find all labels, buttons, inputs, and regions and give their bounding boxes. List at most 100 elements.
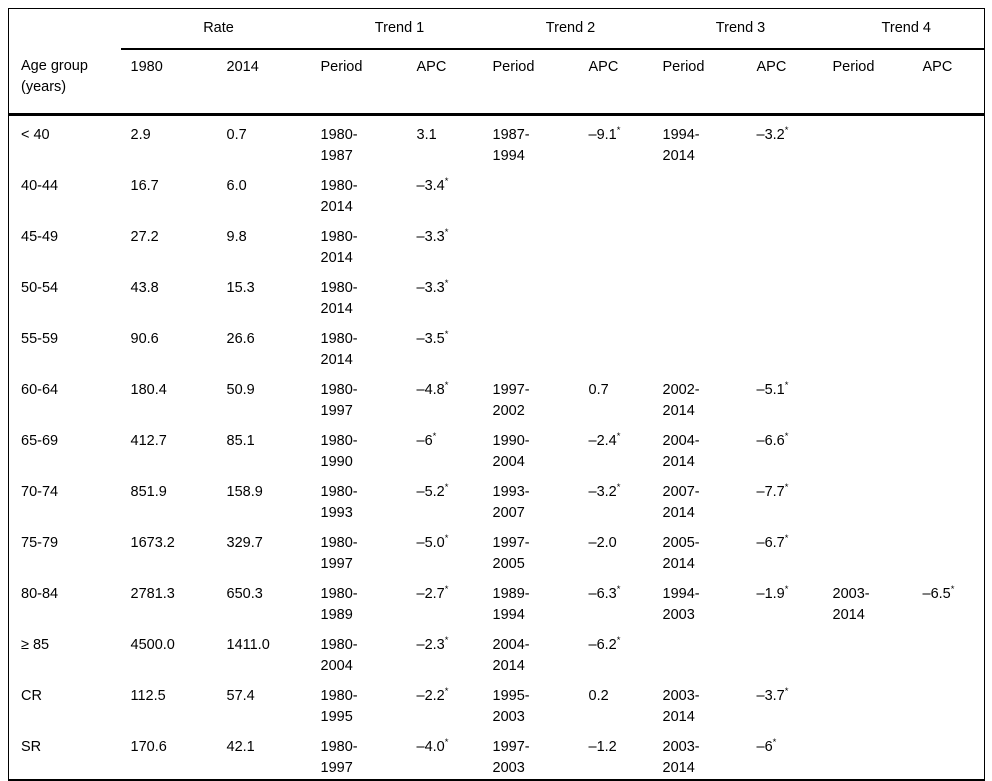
trend3-period-cell (653, 626, 747, 677)
rate-1980-cell: 180.4 (130, 382, 167, 399)
trend1-apc-cell: –2.2* (407, 677, 483, 728)
apc-value: 3.1 (416, 127, 437, 144)
table-row: 45-49 27.2 9.8 1980- 2014 –3.3* (9, 218, 985, 269)
trend1-apc-cell: –2.7* (407, 575, 483, 626)
trend4-period-cell (823, 269, 913, 320)
table-row: 60-64 180.4 50.9 1980- 1997 –4.8* 1997- … (9, 371, 985, 422)
trend2-period-cell (483, 167, 579, 218)
trend2-period-cell: 1987- 1994 (492, 127, 530, 165)
group-header-trend2: Trend 2 (482, 8, 653, 51)
trend1-period-cell: 1980- 1997 (320, 535, 358, 573)
apc-value: –3.2 (588, 484, 617, 501)
trend4-period-cell (823, 218, 913, 269)
rate-1980-cell: 16.7 (130, 178, 159, 195)
age-group-cell: 80-84 (21, 586, 59, 603)
column-header-trend2-apc: APC (578, 49, 653, 117)
trend4-apc-cell: –6.5* (913, 575, 985, 626)
trend2-period-cell: 1990- 2004 (492, 433, 530, 471)
rate-1980-cell: 412.7 (130, 433, 167, 450)
column-header-trend2-period: Period (482, 49, 579, 117)
rate-2014-cell: 9.8 (226, 229, 247, 246)
group-header-trend4: Trend 4 (822, 8, 985, 51)
trend2-period-cell (483, 218, 579, 269)
trend1-apc-cell: –5.0* (407, 524, 483, 575)
apc-value: –4.0 (416, 739, 445, 756)
trend3-period-cell: 2003- 2014 (662, 688, 700, 726)
significance-asterisk: * (444, 635, 449, 647)
trend2-apc-cell: –2.4* (579, 422, 653, 473)
trend1-apc-cell: –6* (407, 422, 483, 473)
group-header-rate: Rate (120, 8, 311, 51)
trend3-apc-cell: –3.2* (747, 115, 823, 168)
trend3-period-cell (653, 218, 747, 269)
trend2-period-cell: 1997- 2005 (492, 535, 530, 573)
apc-value: –6 (756, 739, 773, 756)
trend4-period-cell (823, 626, 913, 677)
trend3-period-cell: 2004- 2014 (662, 433, 700, 471)
trend2-apc-cell: 0.7 (579, 371, 653, 422)
document-page: Rate Trend 1 Trend 2 Trend 3 Trend 4 Age… (8, 8, 986, 781)
apc-value: –5.0 (416, 535, 445, 552)
table-row: 70-74 851.9 158.9 1980- 1993 –5.2* 1993-… (9, 473, 985, 524)
table-row: 65-69 412.7 85.1 1980- 1990 –6* 1990- 20… (9, 422, 985, 473)
significance-asterisk: * (444, 380, 449, 392)
trend4-period-cell (823, 524, 913, 575)
column-header-trend1-period: Period (310, 49, 407, 117)
age-group-cell: 75-79 (21, 535, 59, 552)
trend4-apc-cell (913, 269, 985, 320)
trend1-period-cell: 1980- 1995 (320, 688, 358, 726)
significance-asterisk: * (784, 125, 789, 137)
trend3-apc-cell: –1.9* (747, 575, 823, 626)
trend4-period-cell (823, 422, 913, 473)
apc-value: –2.2 (416, 688, 445, 705)
trend3-apc-cell: –5.1* (747, 371, 823, 422)
trend3-period-cell: 1994- 2003 (662, 586, 700, 624)
apc-trends-table: Rate Trend 1 Trend 2 Trend 3 Trend 4 Age… (8, 8, 986, 781)
rate-1980-cell: 2781.3 (130, 586, 175, 603)
group-header-trend3: Trend 3 (652, 8, 823, 51)
significance-asterisk: * (444, 278, 449, 290)
trend3-apc-cell (747, 626, 823, 677)
apc-value: –3.2 (756, 127, 785, 144)
significance-asterisk: * (432, 431, 437, 443)
apc-value: –3.7 (756, 688, 785, 705)
significance-asterisk: * (444, 176, 449, 188)
apc-value: –3.5 (416, 331, 445, 348)
trend4-period-cell (823, 167, 913, 218)
trend2-apc-cell: 0.2 (579, 677, 653, 728)
trend4-apc-cell (913, 218, 985, 269)
trend4-apc-cell (913, 626, 985, 677)
significance-asterisk: * (772, 737, 777, 749)
trend1-period-cell: 1980- 1993 (320, 484, 358, 522)
trend3-apc-cell (747, 320, 823, 371)
column-header-trend4-period: Period (822, 49, 913, 117)
trend2-apc-cell (579, 320, 653, 371)
apc-value: –2.4 (588, 433, 617, 450)
rate-1980-cell: 851.9 (130, 484, 167, 501)
table-row: 50-54 43.8 15.3 1980- 2014 –3.3* (9, 269, 985, 320)
trend4-period-cell (823, 320, 913, 371)
rate-2014-cell: 158.9 (226, 484, 263, 501)
trend4-period-cell (823, 115, 913, 168)
trend4-period-cell (823, 473, 913, 524)
trend4-period-cell (823, 371, 913, 422)
rate-1980-cell: 2.9 (130, 127, 151, 144)
group-header-row: Rate Trend 1 Trend 2 Trend 3 Trend 4 (9, 8, 985, 51)
trend3-period-cell (653, 269, 747, 320)
apc-value: –2.0 (588, 535, 617, 552)
apc-value: –6.3 (588, 586, 617, 603)
significance-asterisk: * (616, 584, 621, 596)
rate-2014-cell: 6.0 (226, 178, 247, 195)
trend1-apc-cell: –4.8* (407, 371, 483, 422)
trend2-period-cell: 2004- 2014 (492, 637, 530, 675)
column-header-row: Age group (years) 1980 2014 Period APC P… (8, 49, 985, 117)
age-group-cell: 40-44 (21, 178, 59, 195)
age-group-cell: 50-54 (21, 280, 59, 297)
trend3-period-cell: 2005- 2014 (662, 535, 700, 573)
apc-value: –6.7 (756, 535, 785, 552)
trend1-period-cell: 1980- 2004 (320, 637, 358, 675)
trend4-apc-cell (913, 115, 985, 168)
table-row: 40-44 16.7 6.0 1980- 2014 –3.4* (9, 167, 985, 218)
rate-2014-cell: 57.4 (226, 688, 255, 705)
trend4-apc-cell (913, 167, 985, 218)
